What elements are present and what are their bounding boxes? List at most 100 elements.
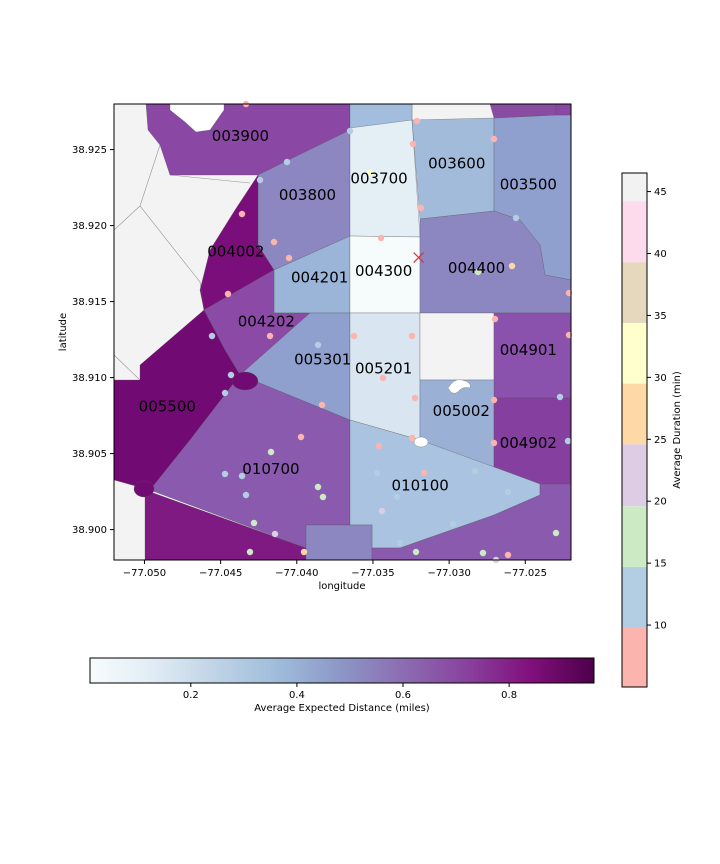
tract-label: 003700	[350, 169, 407, 187]
tract-label: 005500	[139, 397, 196, 415]
tract-label: 004901	[500, 341, 557, 359]
stop-point	[373, 469, 381, 477]
tract-label: 010100	[392, 477, 449, 495]
stop-point	[490, 135, 498, 143]
stop-point	[417, 204, 425, 212]
tract-label: 003800	[279, 186, 336, 204]
stop-point	[375, 442, 383, 450]
stop-point	[246, 548, 254, 556]
tract-label: 005201	[355, 359, 412, 377]
y-axis: 38.900 38.905 38.910 38.915 38.920 38.925	[72, 145, 114, 536]
stop-point	[512, 214, 520, 222]
stop-point	[409, 140, 417, 148]
x-tick-label: −77.035	[351, 568, 394, 579]
x-axis: −77.050 −77.045 −77.040 −77.035 −77.030 −77.0…	[123, 560, 547, 579]
stop-point	[346, 127, 354, 135]
duration-tick-label: 30	[654, 373, 667, 384]
tract-label: 003500	[500, 176, 557, 194]
tract-top-strip	[349, 104, 413, 129]
stop-point	[267, 448, 275, 456]
stop-point	[479, 549, 487, 557]
water-mid	[419, 312, 495, 381]
stop-point	[314, 483, 322, 491]
duration-tick-label: 35	[654, 311, 667, 322]
tract-right-edge	[555, 104, 571, 116]
y-tick-label: 38.905	[72, 449, 107, 460]
stop-point	[350, 332, 358, 340]
distance-colorbar: 0.2 0.4 0.6 0.8 Average Expected Distance (…	[89, 657, 595, 714]
tract-bottom-right	[371, 483, 571, 560]
y-tick-label: 38.915	[72, 297, 107, 308]
stop-point	[377, 234, 385, 242]
stop-point	[250, 519, 258, 527]
y-tick-label: 38.910	[72, 373, 107, 384]
tract-label: 005301	[294, 350, 351, 368]
tract-label: 005002	[433, 402, 490, 420]
distance-colorbar-label: Average Expected Distance (miles)	[254, 703, 430, 714]
stop-point	[396, 539, 404, 547]
tract-label: 004400	[448, 259, 505, 277]
duration-bin	[622, 506, 647, 567]
stop-point	[413, 117, 421, 125]
y-tick-label: 38.925	[72, 145, 107, 156]
duration-tick-label: 10	[654, 621, 667, 632]
stop-point	[449, 520, 457, 528]
duration-bin	[622, 566, 647, 628]
stop-point	[283, 158, 291, 166]
y-tick-label: 38.900	[72, 525, 107, 536]
stop-point	[412, 548, 420, 556]
stop-point	[221, 389, 229, 397]
tract-polygons	[114, 104, 571, 560]
stop-point	[471, 467, 479, 475]
tract-label: 003600	[428, 154, 485, 172]
y-tick-label: 38.920	[72, 221, 107, 232]
stop-point	[224, 290, 232, 298]
blob-hook	[447, 379, 471, 394]
distance-tick-label: 0.2	[183, 690, 199, 701]
plot-frame	[113, 103, 572, 561]
blob-bottom	[133, 480, 155, 498]
duration-bin	[622, 262, 647, 323]
duration-tick-label: 20	[654, 497, 667, 508]
stop-point	[227, 371, 235, 379]
tract-label: 004202	[238, 312, 295, 330]
stop-point	[508, 262, 516, 270]
tract-004002	[199, 174, 275, 311]
tract-bottom-middle	[305, 524, 373, 560]
tract-labels: 003900 003800 003700 003600 003500 004002 0042…	[139, 127, 557, 495]
distance-tick-label: 0.6	[395, 690, 411, 701]
duration-colorbar-label: Average Duration (min)	[672, 371, 683, 489]
stop-point	[238, 472, 246, 480]
duration-bin	[622, 173, 647, 202]
stop-point	[504, 488, 512, 496]
x-tick-label: −77.045	[199, 568, 242, 579]
duration-bin	[622, 627, 647, 687]
blob-white	[413, 436, 429, 448]
tract-003700	[349, 104, 421, 238]
x-axis-label: longitude	[318, 581, 365, 592]
tract-bottom-left	[144, 489, 307, 560]
stop-point	[379, 374, 387, 382]
stop-point	[552, 529, 560, 537]
stop-point	[411, 394, 419, 402]
boundary-lines	[114, 144, 251, 381]
stop-point	[285, 254, 293, 262]
stop-point	[256, 176, 264, 184]
tract-label: 010700	[242, 460, 299, 478]
tract-label: 004902	[500, 434, 557, 452]
tract-005500	[114, 309, 241, 491]
stop-point	[266, 332, 274, 340]
stop-point	[270, 238, 278, 246]
water-top	[169, 104, 225, 133]
duration-bin	[622, 201, 647, 263]
y-axis-label: latitude	[58, 313, 69, 351]
x-tick-label: −77.030	[427, 568, 470, 579]
x-tick-label: −77.025	[504, 568, 547, 579]
duration-colorbar-ticks: 10 15 20 25 30 35 40 45	[647, 187, 667, 632]
stop-point	[319, 493, 327, 501]
x-tick-label: −77.050	[123, 568, 166, 579]
stop-point	[420, 469, 428, 477]
tract-label: 004002	[207, 242, 264, 260]
stop-point	[408, 434, 416, 442]
